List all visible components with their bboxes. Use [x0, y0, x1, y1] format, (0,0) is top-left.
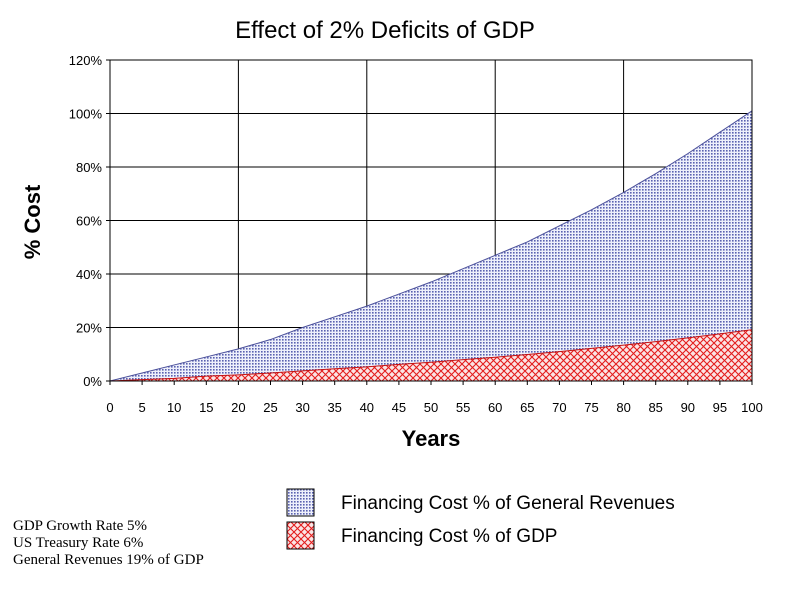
x-tick-label: 35 — [327, 400, 341, 415]
x-tick-label: 75 — [584, 400, 598, 415]
x-tick-label: 100 — [741, 400, 763, 415]
y-tick-label: 100% — [69, 107, 103, 122]
y-tick-label: 80% — [76, 160, 102, 175]
y-tick-label: 40% — [76, 267, 102, 282]
y-tick-label: 0% — [83, 374, 102, 389]
x-tick-label: 65 — [520, 400, 534, 415]
x-axis-label: Years — [402, 426, 461, 451]
area-series-gdp — [109, 329, 753, 382]
x-tick-label: 55 — [456, 400, 470, 415]
x-tick-label: 15 — [199, 400, 213, 415]
x-tick-label: 30 — [295, 400, 309, 415]
legend-swatch — [286, 521, 315, 550]
x-tick-label: 20 — [231, 400, 245, 415]
y-tick-label: 60% — [76, 214, 102, 229]
x-tick-label: 5 — [138, 400, 145, 415]
x-tick-label: 95 — [713, 400, 727, 415]
x-tick-label: 45 — [392, 400, 406, 415]
y-tick-label: 120% — [69, 53, 103, 68]
x-tick-label: 60 — [488, 400, 502, 415]
y-axis-ticks: 0% 20% 40% 60% 80% 100% 120% — [69, 53, 110, 389]
x-axis-ticks: 0 5 10 15 20 25 30 35 40 45 50 55 60 65 70 75 80 85 90 95 10… — [106, 381, 763, 415]
x-tick-label: 25 — [263, 400, 277, 415]
x-tick-label: 10 — [167, 400, 181, 415]
x-tick-label: 40 — [360, 400, 374, 415]
x-tick-label: 90 — [681, 400, 695, 415]
assumption-notes: GDP Growth Rate 5% US Treasury Rate 6% G… — [13, 518, 204, 569]
y-tick-label: 20% — [76, 321, 102, 336]
note-treasury-rate: US Treasury Rate 6% — [13, 535, 144, 551]
x-tick-label: 50 — [424, 400, 438, 415]
legend-swatch — [286, 488, 315, 517]
x-tick-label: 0 — [106, 400, 113, 415]
legend-label: Financing Cost % of GDP — [341, 526, 557, 547]
legend: Financing Cost % of General Revenues Fina… — [286, 488, 675, 550]
note-general-revenues: General Revenues 19% of GDP — [13, 552, 204, 568]
legend-label: Financing Cost % of General Revenues — [341, 493, 675, 514]
x-tick-label: 85 — [648, 400, 662, 415]
note-gdp-growth: GDP Growth Rate 5% — [13, 518, 148, 534]
plot-areas — [109, 109, 753, 382]
y-axis-label: % Cost — [20, 184, 45, 259]
x-tick-label: 80 — [616, 400, 630, 415]
area-series-general-revenues — [109, 109, 753, 382]
x-tick-label: 70 — [552, 400, 566, 415]
chart-title: Effect of 2% Deficits of GDP — [235, 17, 535, 44]
